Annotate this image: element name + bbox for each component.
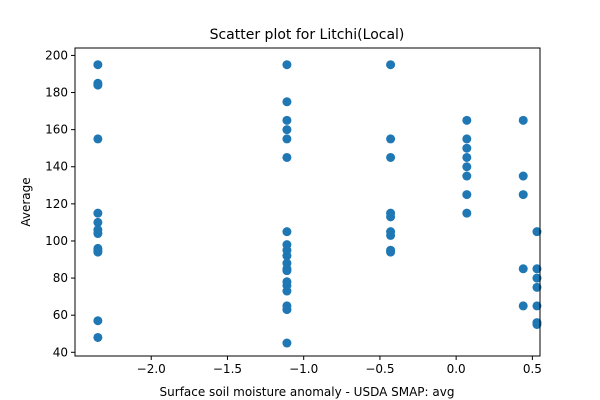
scatter-point <box>386 212 396 222</box>
scatter-point <box>386 60 396 70</box>
scatter-point <box>386 247 396 257</box>
plot-area-frame <box>74 47 541 357</box>
scatter-point <box>462 190 472 200</box>
scatter-point <box>282 152 292 162</box>
scatter-point <box>462 143 472 153</box>
scatter-point <box>386 230 396 240</box>
scatter-point <box>282 60 292 70</box>
y-tick-label: 80 <box>53 271 68 285</box>
x-tick-label: 0.5 <box>523 362 542 376</box>
scatter-point <box>532 273 542 283</box>
scatter-point <box>518 301 528 311</box>
scatter-point <box>282 134 292 144</box>
y-tick-label: 200 <box>45 48 68 62</box>
x-axis: −2.0 −1.5 −1.0 −0.5 0.0 0.5 <box>137 356 542 376</box>
scatter-point <box>282 286 292 296</box>
x-tick-label: −2.0 <box>137 362 166 376</box>
scatter-point <box>462 152 472 162</box>
scatter-point <box>282 338 292 348</box>
scatter-point <box>93 80 103 90</box>
scatter-point <box>282 305 292 315</box>
scatter-point <box>518 171 528 181</box>
scatter-point <box>282 251 292 261</box>
x-tick-label: 0.0 <box>447 362 466 376</box>
scatter-point <box>93 332 103 342</box>
x-tick-label: −1.5 <box>213 362 242 376</box>
scatter-point <box>518 115 528 125</box>
scatter-point <box>532 319 542 329</box>
x-tick-label: −1.0 <box>289 362 318 376</box>
scatter-point <box>282 97 292 107</box>
scatter-point <box>462 134 472 144</box>
y-tick-label: 120 <box>45 197 68 211</box>
scatter-point <box>386 152 396 162</box>
scatter-point <box>282 266 292 276</box>
y-tick-label: 180 <box>45 86 68 100</box>
y-tick-label: 140 <box>45 160 68 174</box>
points-layer <box>93 60 542 348</box>
y-tick-label: 100 <box>45 234 68 248</box>
y-axis: 40 60 80 100 120 140 160 180 200 <box>45 48 75 359</box>
scatter-point <box>93 316 103 326</box>
y-tick-label: 40 <box>53 345 68 359</box>
scatter-point <box>282 227 292 237</box>
x-axis-label: Surface soil moisture anomaly - USDA SMA… <box>160 385 455 399</box>
y-axis-label: Average <box>19 177 33 226</box>
scatter-point <box>462 208 472 218</box>
scatter-point <box>462 162 472 172</box>
scatter-point <box>532 264 542 274</box>
scatter-point <box>93 208 103 218</box>
scatter-point <box>518 190 528 200</box>
scatter-point <box>93 60 103 70</box>
scatter-point <box>462 115 472 125</box>
scatter-point <box>282 125 292 135</box>
y-tick-label: 160 <box>45 123 68 137</box>
scatter-point <box>386 134 396 144</box>
scatter-point <box>93 134 103 144</box>
scatter-point <box>532 227 542 237</box>
scatter-point <box>462 171 472 181</box>
scatter-point <box>518 264 528 274</box>
scatter-point <box>532 301 542 311</box>
scatter-point <box>93 247 103 257</box>
scatter-point <box>532 282 542 292</box>
scatter-point <box>93 217 103 227</box>
scatter-point <box>282 115 292 125</box>
scatter-point <box>93 229 103 239</box>
chart-title: Scatter plot for Litchi(Local) <box>210 27 405 43</box>
y-tick-label: 60 <box>53 308 68 322</box>
x-tick-label: −0.5 <box>365 362 394 376</box>
